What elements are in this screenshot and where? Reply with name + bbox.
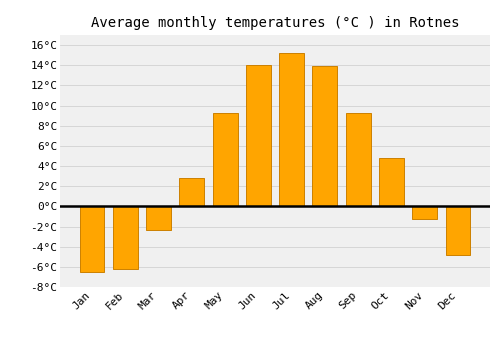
Bar bbox=[212, 113, 238, 206]
Bar bbox=[146, 206, 171, 230]
Bar bbox=[312, 66, 338, 206]
Bar bbox=[180, 178, 204, 206]
Bar bbox=[446, 206, 470, 255]
Bar bbox=[379, 158, 404, 206]
Bar bbox=[412, 206, 437, 219]
Bar bbox=[246, 65, 271, 206]
Bar bbox=[279, 53, 304, 206]
Bar bbox=[80, 206, 104, 272]
Bar bbox=[346, 113, 370, 206]
Bar bbox=[113, 206, 138, 269]
Title: Average monthly temperatures (°C ) in Rotnes: Average monthly temperatures (°C ) in Ro… bbox=[91, 16, 459, 30]
